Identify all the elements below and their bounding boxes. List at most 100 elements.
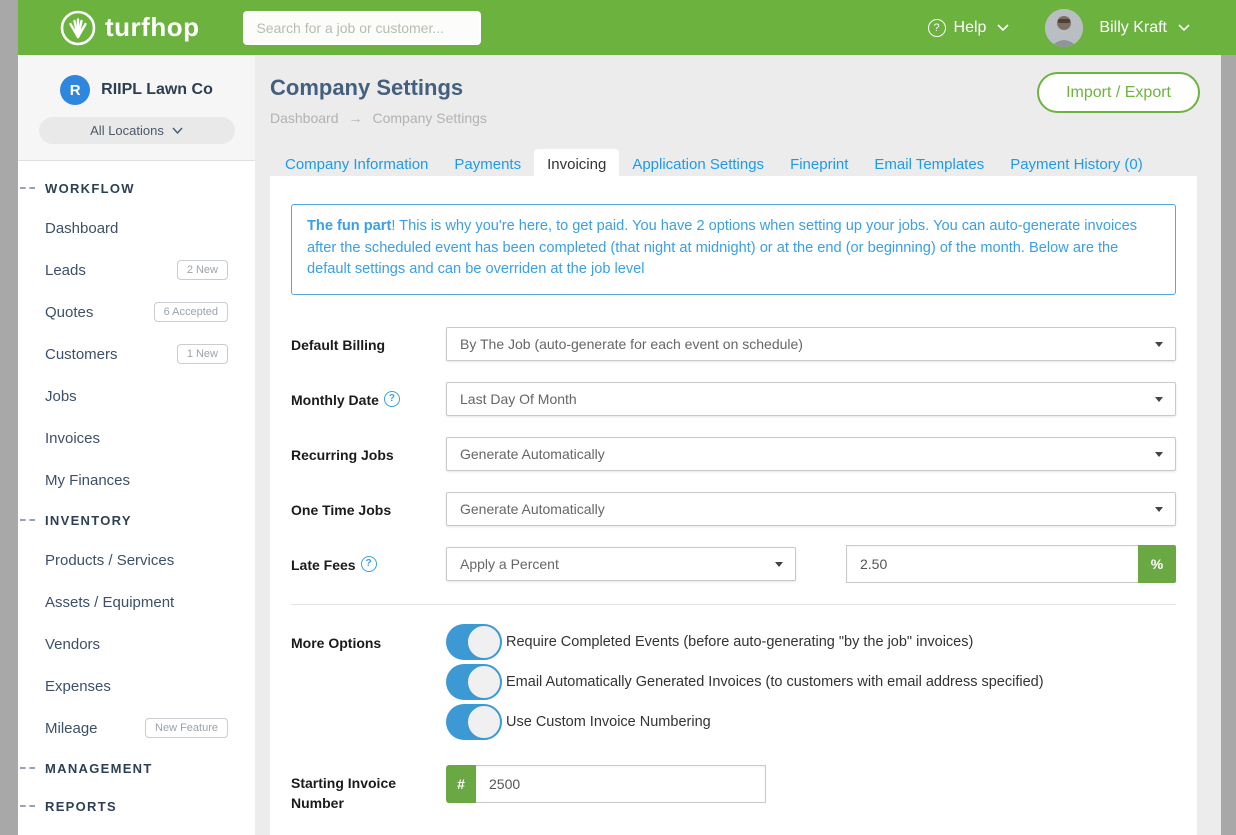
tab-email-templates[interactable]: Email Templates [874,156,985,173]
grass-logo-icon [60,10,96,45]
sidebar-nav: WORKFLOW Dashboard Leads 2 New Quotes 6 … [18,161,255,825]
sidebar-item-dashboard[interactable]: Dashboard [45,219,119,237]
chevron-down-icon [172,127,183,134]
nav-section-workflow: WORKFLOW [18,169,255,207]
more-options-label: More Options [291,634,382,651]
app-logo[interactable]: turfhop [60,10,199,46]
late-fees-label: Late Fees ? [291,547,446,575]
invoicing-panel: The fun part! This is why you're here, t… [270,176,1197,835]
sidebar-item-quotes[interactable]: Quotes 6 Accepted [18,291,255,333]
leads-badge: 2 New [176,260,228,280]
chevron-down-icon[interactable] [1178,24,1190,31]
quotes-badge: 6 Accepted [153,302,228,322]
section-divider [291,603,1176,605]
breadcrumb-company-settings: Company Settings [372,110,487,126]
tab-payment-history[interactable]: Payment History (0) [1010,156,1143,173]
main-content: Company Settings Dashboard → Company Set… [255,55,1236,835]
customers-badge: 1 New [176,344,228,364]
dropdown-arrow-icon [1155,341,1163,347]
monthly-date-row: Monthly Date ? Last Day Of Month [291,381,1176,416]
starting-invoice-label: Starting Invoice Number [291,774,397,811]
percent-addon: % [1138,544,1176,583]
tab-application-settings[interactable]: Application Settings [632,156,765,173]
tab-company-information[interactable]: Company Information [285,156,429,173]
company-logo-badge: R [60,75,91,105]
sidebar-item-my-finances[interactable]: My Finances [45,471,131,489]
recurring-jobs-select[interactable]: Generate Automatically [446,436,1176,471]
toggle-row-require-completed: Require Completed Events (before auto-ge… [446,623,1176,662]
tab-payments[interactable]: Payments [454,156,522,173]
dropdown-arrow-icon [1155,396,1163,402]
section-dash-icon [20,805,35,807]
info-callout: The fun part! This is why you're here, t… [291,204,1176,295]
sidebar-item-assets-equipment[interactable]: Assets / Equipment [45,593,175,611]
sidebar-item-jobs[interactable]: Jobs [45,387,77,405]
sidebar-item-customers[interactable]: Customers 1 New [18,333,255,375]
sidebar: R RIIPL Lawn Co All Locations WORKFLOW D… [18,55,255,835]
avatar-photo-icon [1045,8,1084,47]
toggle-knob [466,704,502,740]
sidebar-item-mileage[interactable]: Mileage New Feature [18,707,255,749]
page-title: Company Settings [270,75,464,100]
app-header: turfhop ? Help Billy Kraft [18,0,1236,55]
question-circle-icon[interactable]: ? [360,555,377,572]
sidebar-company-block: R RIIPL Lawn Co All Locations [18,55,255,161]
default-billing-label: Default Billing [291,336,386,353]
breadcrumb: Dashboard → Company Settings [270,110,1236,126]
user-name[interactable]: Billy Kraft [1099,18,1167,36]
one-time-jobs-row: One Time Jobs Generate Automatically [291,491,1176,526]
nav-section-inventory: INVENTORY [18,501,255,539]
toggle-row-email-auto: Email Automatically Generated Invoices (… [446,663,1176,702]
sidebar-item-vendors[interactable]: Vendors [45,635,101,653]
starting-invoice-row: Starting Invoice Number # [291,764,1176,813]
require-completed-toggle[interactable] [446,624,502,660]
late-fees-method-select[interactable]: Apply a Percent [446,546,796,581]
dropdown-arrow-icon [1155,451,1163,457]
toggle-knob [466,664,502,700]
breadcrumb-dashboard[interactable]: Dashboard [270,110,339,126]
search-input[interactable] [243,10,482,45]
starting-invoice-input[interactable] [476,764,766,803]
nav-section-management[interactable]: MANAGEMENT [18,749,255,787]
email-auto-invoices-toggle[interactable] [446,664,502,700]
default-billing-select[interactable]: By The Job (auto-generate for each event… [446,326,1176,361]
one-time-jobs-select[interactable]: Generate Automatically [446,491,1176,526]
help-icon: ? [927,18,946,37]
section-dash-icon [20,767,35,769]
section-dash-icon [20,519,35,521]
help-menu[interactable]: ? Help [927,18,1010,37]
toggle-knob [466,624,502,660]
sidebar-item-leads[interactable]: Leads 2 New [18,249,255,291]
monthly-date-label: Monthly Date ? [291,382,446,410]
sidebar-item-expenses[interactable]: Expenses [45,677,111,695]
custom-numbering-toggle[interactable] [446,704,502,740]
location-selector[interactable]: All Locations [38,117,235,144]
recurring-jobs-row: Recurring Jobs Generate Automatically [291,436,1176,471]
logo-wordmark: turfhop [105,12,200,42]
breadcrumb-arrow-icon: → [348,110,363,126]
chevron-down-icon [997,24,1009,31]
late-fees-row: Late Fees ? Apply a Percent % [291,544,1176,583]
question-circle-icon[interactable]: ? [383,390,400,407]
sidebar-item-invoices[interactable]: Invoices [45,429,101,447]
company-name: RIIPL Lawn Co [101,81,213,98]
sidebar-item-products-services[interactable]: Products / Services [45,551,175,569]
import-export-button[interactable]: Import / Export [1037,72,1200,113]
monthly-date-select[interactable]: Last Day Of Month [446,381,1176,416]
number-sign-addon: # [446,764,476,803]
mileage-badge: New Feature [145,718,228,738]
nav-section-reports[interactable]: REPORTS [18,787,255,825]
dropdown-arrow-icon [775,561,783,567]
default-billing-row: Default Billing By The Job (auto-generat… [291,326,1176,361]
toggle-row-custom-numbering: Use Custom Invoice Numbering [446,703,1176,742]
more-options-row: More Options Require Completed Events (b… [291,623,1176,743]
tab-fineprint[interactable]: Fineprint [790,156,849,173]
late-fee-amount-input[interactable] [846,544,1138,583]
user-avatar[interactable] [1045,8,1084,47]
left-edge-strip [0,0,18,835]
right-scroll-strip[interactable] [1221,55,1236,835]
recurring-jobs-label: Recurring Jobs [291,446,394,463]
dropdown-arrow-icon [1155,506,1163,512]
section-dash-icon [20,187,35,189]
one-time-jobs-label: One Time Jobs [291,501,392,518]
